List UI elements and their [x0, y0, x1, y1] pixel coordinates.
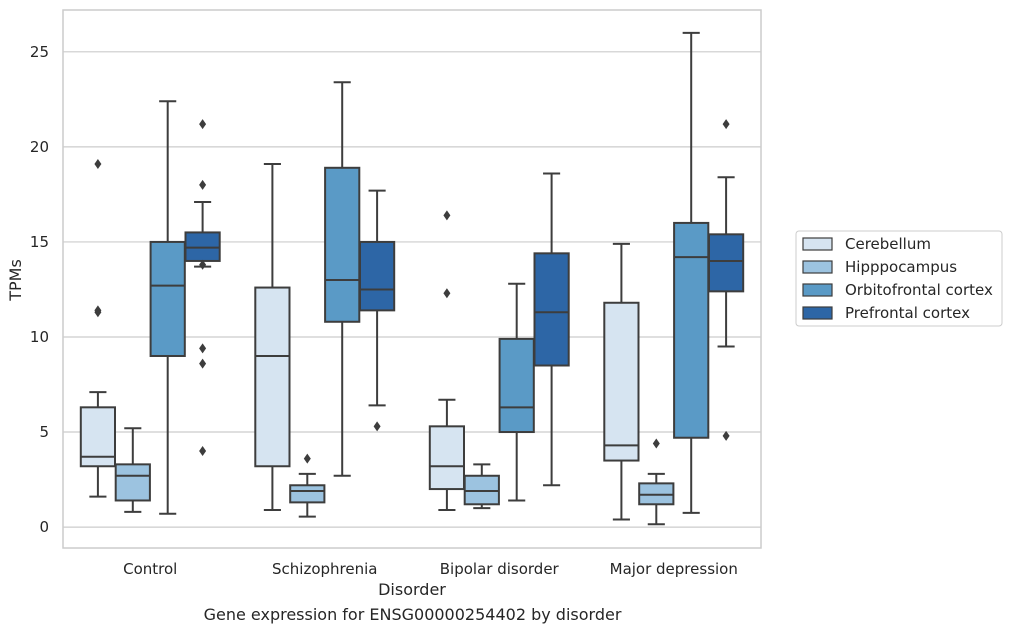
box-plot: [254, 162, 291, 511]
legend-swatch: [802, 237, 833, 251]
legend-swatch: [802, 283, 833, 297]
outlier-point: [199, 343, 207, 354]
box-plot: [114, 427, 151, 513]
outlier-point: [199, 446, 207, 457]
outlier-point: [443, 210, 451, 221]
y-tick-label: 20: [30, 138, 49, 156]
box-plot: [533, 172, 570, 487]
box-plot: [184, 119, 221, 457]
box: [498, 337, 535, 434]
box: [324, 166, 361, 323]
legend-label: Hipppocampus: [845, 258, 957, 276]
box-plot: [603, 242, 640, 521]
figure-caption: Gene expression for ENSG00000254402 by d…: [203, 605, 622, 624]
y-axis-ticks: 0 5 10 15 20 25: [30, 43, 49, 536]
outlier-point: [303, 453, 311, 464]
outlier-point: [443, 288, 451, 299]
legend-swatch: [802, 306, 833, 320]
box: [149, 240, 186, 357]
box-plot: [358, 189, 396, 432]
box: [254, 286, 291, 468]
series-group: [114, 427, 675, 526]
x-tick-label: Schizophrenia: [272, 560, 377, 578]
series-group: [79, 158, 640, 521]
box: [603, 301, 640, 462]
box-plot: [289, 453, 326, 518]
legend: Cerebellum Hipppocampus Orbitofrontal cort…: [795, 230, 1003, 327]
box-plot: [324, 81, 361, 477]
legend-swatch: [802, 260, 833, 274]
outlier-point: [199, 259, 207, 270]
box: [428, 425, 466, 491]
outlier-point: [94, 305, 102, 316]
y-axis-label: TPMs: [6, 259, 25, 302]
box-plot: [638, 438, 675, 526]
legend-frame: [795, 230, 1003, 327]
box: [289, 484, 326, 504]
y-tick-label: 25: [30, 43, 49, 61]
box: [707, 233, 745, 293]
series-group: [184, 119, 745, 487]
box-plot: [79, 158, 117, 498]
plot-area: [79, 31, 745, 526]
x-tick-label: Major depression: [610, 560, 738, 578]
box-plot: [149, 100, 186, 515]
outlier-point: [722, 430, 730, 441]
outlier-point: [199, 179, 207, 190]
box: [673, 221, 710, 439]
y-tick-label: 15: [30, 233, 49, 251]
box-plot: [673, 31, 710, 514]
box-plot: [707, 119, 745, 441]
legend-label: Prefrontal cortex: [845, 304, 970, 322]
y-tick-label: 0: [39, 518, 49, 536]
legend-label: Orbitofrontal cortex: [845, 281, 993, 299]
series-group: [149, 31, 710, 515]
x-axis-label: Disorder: [378, 580, 446, 599]
x-tick-label: Control: [123, 560, 177, 578]
y-tick-label: 5: [39, 423, 49, 441]
outlier-point: [199, 119, 207, 130]
box: [533, 252, 570, 367]
plot-frame: [62, 9, 762, 549]
box-plot: [428, 210, 466, 511]
y-tick-label: 10: [30, 328, 49, 346]
x-tick-label: Bipolar disorder: [440, 560, 560, 578]
outlier-point: [373, 421, 381, 432]
outlier-point: [722, 119, 730, 130]
outlier-point: [94, 158, 102, 169]
outlier-point: [652, 438, 660, 449]
box-plot: [498, 282, 535, 502]
legend-label: Cerebellum: [845, 235, 931, 253]
box-plot: [463, 463, 500, 510]
box: [358, 240, 396, 312]
outlier-point: [199, 358, 207, 369]
x-axis-ticks: Control Schizophrenia Bipolar disorder Majo…: [123, 560, 738, 578]
box: [114, 463, 151, 502]
